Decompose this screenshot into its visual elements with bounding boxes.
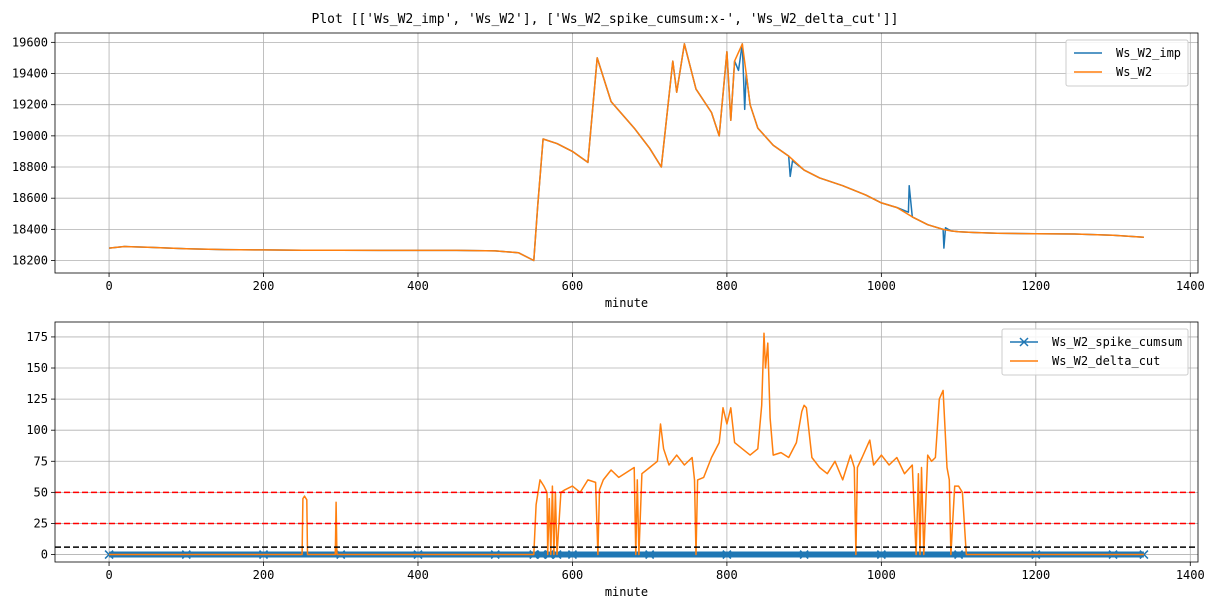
series-marker [537,550,547,560]
y-tick-label: 175 [26,330,48,344]
x-tick-label: 0 [105,568,112,582]
plot-area [104,332,1149,560]
y-tick-label: 19600 [12,35,48,49]
legend-label: Ws_W2_delta_cut [1052,354,1160,368]
y-tick-label: 18800 [12,160,48,174]
x-tick-label: 1200 [1021,279,1050,293]
figure-title: Plot [['Ws_W2_imp', 'Ws_W2'], ['Ws_W2_sp… [312,12,899,27]
x-axis-label: minute [605,296,648,310]
x-tick-label: 400 [407,568,429,582]
y-tick-label: 50 [34,485,48,499]
series-marker [544,550,554,560]
series-marker [567,550,577,560]
x-tick-label: 200 [253,568,275,582]
y-tick-label: 125 [26,392,48,406]
y-tick-label: 18400 [12,222,48,236]
series-marker [104,550,114,560]
x-tick-label: 400 [407,279,429,293]
legend-box [1065,39,1189,87]
series-marker [799,550,809,560]
x-tick-label: 800 [716,279,738,293]
x-tick-label: 200 [253,279,275,293]
legend-box [1001,328,1189,376]
plot-area [109,43,1144,262]
y-tick-label: 150 [26,361,48,375]
series-marker [1139,550,1149,560]
y-tick-label: 0 [41,548,48,562]
x-tick-label: 0 [105,279,112,293]
series-line-Ws_W2_delta_cut [109,332,1144,556]
x-tick-label: 1400 [1176,279,1205,293]
series-line-Ws_W2_imp [109,43,1144,262]
y-tick-label: 75 [34,454,48,468]
legend: Ws_W2_spike_cumsum Ws_W2_delta_cut [1001,328,1189,376]
legend: Ws_W2_imp Ws_W2 [1065,39,1189,87]
x-tick-label: 600 [562,568,584,582]
series-marker [645,550,655,560]
axes-frame [54,321,1199,563]
x-tick-label: 800 [716,568,738,582]
y-tick-label: 19400 [12,67,48,81]
y-tick-label: 18200 [12,254,48,268]
x-tick-label: 1400 [1176,568,1205,582]
legend-label: Ws_W2_imp [1116,46,1181,60]
y-tick-label: 19200 [12,98,48,112]
y-tick-label: 18600 [12,191,48,205]
series-marker [954,550,964,560]
axes-frame [54,32,1199,274]
legend-label: Ws_W2 [1116,65,1152,79]
x-tick-label: 1200 [1021,568,1050,582]
x-tick-label: 1000 [867,279,896,293]
y-tick-label: 100 [26,423,48,437]
y-tick-label: 19000 [12,129,48,143]
series-marker [876,550,886,560]
series-marker [722,550,732,560]
legend-label: Ws_W2_spike_cumsum [1052,335,1182,349]
chart-panel-1: 0 200 400 600 800 1000 1200 1400 18200 18400 18600… [12,32,1205,310]
x-tick-label: 600 [562,279,584,293]
x-tick-label: 1000 [867,568,896,582]
legend-marker [1019,337,1029,347]
chart-panel-2: 0 200 400 600 800 1000 1200 1400 0 25 50 75 100 125 15… [26,321,1205,599]
x-axis-label: minute [605,585,648,599]
y-tick-label: 25 [34,516,48,530]
series-line-Ws_W2 [109,43,1144,262]
